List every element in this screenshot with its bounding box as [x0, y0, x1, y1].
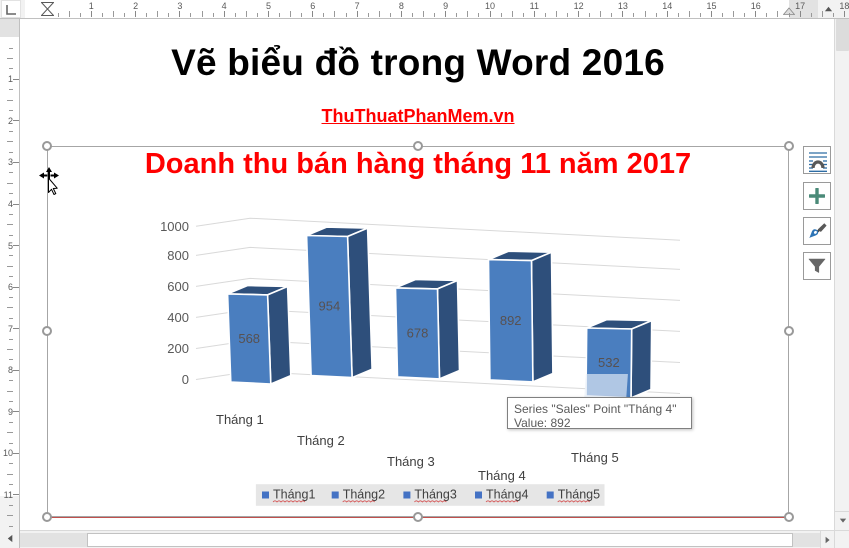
svg-text:954: 954 [319, 299, 341, 314]
svg-text:Tháng 5: Tháng 5 [571, 450, 619, 465]
svg-text:Tháng 1: Tháng 1 [216, 412, 264, 427]
svg-text:Tháng4: Tháng4 [486, 488, 528, 502]
svg-text:600: 600 [167, 279, 189, 294]
svg-text:400: 400 [167, 310, 189, 325]
svg-text:Tháng 3: Tháng 3 [387, 454, 435, 469]
svg-text:568: 568 [238, 331, 260, 346]
svg-text:532: 532 [598, 355, 620, 370]
svg-text:200: 200 [167, 341, 189, 356]
svg-text:Tháng3: Tháng3 [414, 488, 456, 502]
svg-text:Tháng 4: Tháng 4 [478, 468, 526, 483]
svg-text:Tháng5: Tháng5 [558, 488, 600, 502]
svg-text:800: 800 [167, 248, 189, 263]
svg-text:892: 892 [500, 313, 522, 328]
svg-text:Tháng1: Tháng1 [273, 488, 315, 502]
svg-text:Tháng2: Tháng2 [343, 488, 385, 502]
svg-text:1000: 1000 [160, 219, 189, 234]
svg-text:0: 0 [182, 372, 189, 387]
svg-text:678: 678 [407, 325, 429, 340]
svg-text:Tháng 2: Tháng 2 [297, 433, 345, 448]
